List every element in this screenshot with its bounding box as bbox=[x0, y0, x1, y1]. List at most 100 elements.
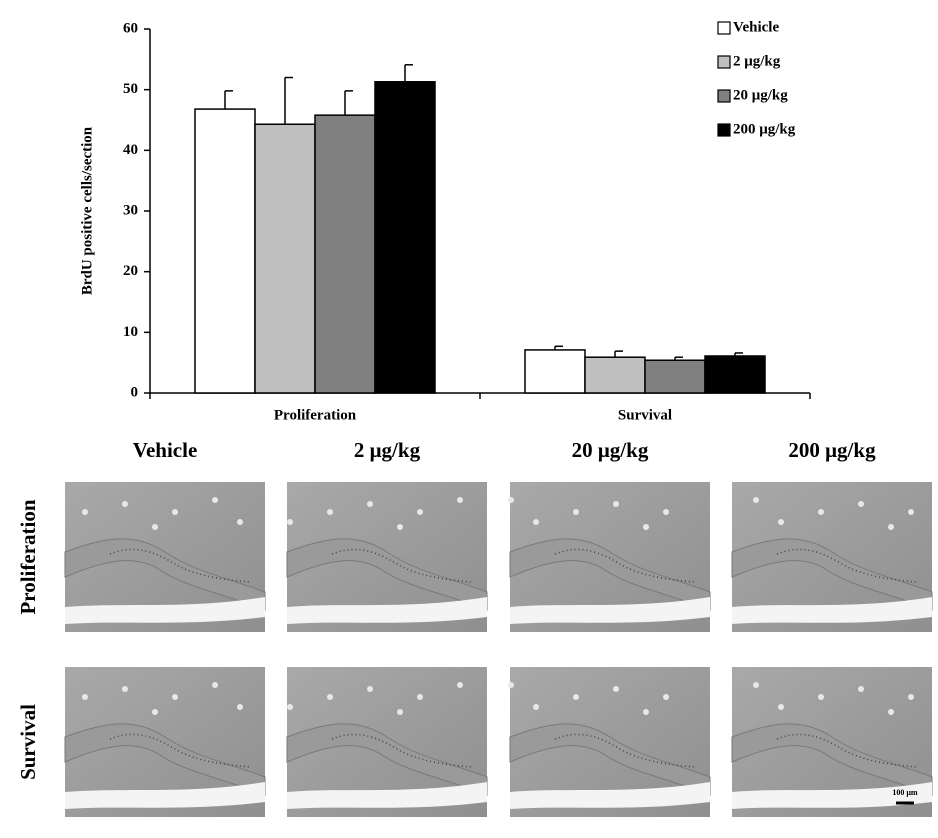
column-label: 2 μg/kg bbox=[354, 438, 421, 462]
bar bbox=[254, 123, 316, 394]
vessel bbox=[778, 519, 784, 525]
column-label: 20 μg/kg bbox=[572, 438, 649, 462]
legend-swatch bbox=[717, 55, 731, 69]
vessel bbox=[888, 709, 894, 715]
bar bbox=[194, 108, 256, 394]
legend-label: 20 μg/kg bbox=[733, 87, 788, 103]
y-tick-label: 60 bbox=[123, 20, 138, 36]
legend-label: 2 μg/kg bbox=[733, 53, 781, 69]
row-label: Proliferation bbox=[16, 499, 40, 614]
ventricle bbox=[510, 782, 710, 809]
vessel bbox=[888, 524, 894, 530]
vessel bbox=[172, 694, 178, 700]
ventricle bbox=[65, 597, 265, 624]
vessel bbox=[858, 501, 864, 507]
vessel bbox=[152, 709, 158, 715]
cell-band bbox=[331, 548, 473, 583]
vessel bbox=[82, 509, 88, 515]
vessel bbox=[212, 682, 218, 688]
cell-band bbox=[109, 733, 251, 768]
vessel bbox=[287, 704, 293, 710]
y-tick-label: 0 bbox=[131, 384, 139, 400]
vessel bbox=[663, 694, 669, 700]
ventricle bbox=[287, 597, 487, 624]
micrograph bbox=[731, 482, 933, 632]
vessel bbox=[397, 709, 403, 715]
micrograph bbox=[731, 667, 933, 817]
vessel bbox=[533, 519, 539, 525]
vessel bbox=[818, 509, 824, 515]
bar bbox=[704, 355, 766, 394]
legend-label: 200 μg/kg bbox=[733, 121, 796, 137]
row-label: Survival bbox=[16, 704, 40, 780]
vessel bbox=[122, 501, 128, 507]
vessel bbox=[237, 519, 243, 525]
micrograph bbox=[286, 482, 488, 632]
legend-swatch bbox=[717, 89, 731, 103]
bar bbox=[644, 359, 706, 394]
cell-band bbox=[776, 733, 918, 768]
cell-band bbox=[554, 548, 696, 583]
y-tick-label: 30 bbox=[123, 202, 138, 218]
vessel bbox=[643, 709, 649, 715]
vessel bbox=[327, 509, 333, 515]
vessel bbox=[818, 694, 824, 700]
legend-label: Vehicle bbox=[733, 19, 779, 35]
cell-band bbox=[776, 548, 918, 583]
vessel bbox=[212, 497, 218, 503]
vessel bbox=[397, 524, 403, 530]
vessel bbox=[367, 501, 373, 507]
cell-band bbox=[109, 548, 251, 583]
vessel bbox=[457, 497, 463, 503]
column-label: Vehicle bbox=[133, 438, 198, 462]
scale-bar-label: 100 μm bbox=[892, 788, 918, 797]
vessel bbox=[417, 509, 423, 515]
legend-swatch bbox=[717, 21, 731, 35]
x-tick-label: Survival bbox=[618, 407, 672, 423]
micrograph bbox=[508, 482, 711, 632]
legend-swatch bbox=[717, 123, 731, 137]
vessel bbox=[908, 509, 914, 515]
y-tick-label: 50 bbox=[123, 81, 138, 97]
cell-band bbox=[331, 733, 473, 768]
vessel bbox=[457, 682, 463, 688]
vessel bbox=[643, 524, 649, 530]
vessel bbox=[908, 694, 914, 700]
vessel bbox=[573, 694, 579, 700]
ventricle bbox=[510, 597, 710, 624]
micrograph bbox=[508, 667, 711, 817]
vessel bbox=[573, 509, 579, 515]
vessel bbox=[508, 497, 514, 503]
bar bbox=[524, 349, 586, 394]
vessel bbox=[152, 524, 158, 530]
cell-band bbox=[554, 733, 696, 768]
vessel bbox=[858, 686, 864, 692]
y-tick-label: 10 bbox=[123, 324, 138, 340]
vessel bbox=[753, 682, 759, 688]
bar bbox=[584, 356, 646, 394]
vessel bbox=[778, 704, 784, 710]
vessel bbox=[172, 509, 178, 515]
vessel bbox=[753, 497, 759, 503]
bar bbox=[314, 114, 376, 394]
micrograph bbox=[64, 482, 266, 632]
y-axis-label: BrdU positive cells/section bbox=[79, 126, 95, 295]
ventricle bbox=[732, 597, 932, 624]
vessel bbox=[613, 686, 619, 692]
vessel bbox=[287, 519, 293, 525]
ventricle bbox=[287, 782, 487, 809]
vessel bbox=[508, 682, 514, 688]
vessel bbox=[663, 509, 669, 515]
vessel bbox=[613, 501, 619, 507]
y-tick-label: 20 bbox=[123, 263, 138, 279]
vessel bbox=[327, 694, 333, 700]
vessel bbox=[122, 686, 128, 692]
ventricle bbox=[65, 782, 265, 809]
x-tick-label: Proliferation bbox=[274, 407, 357, 423]
vessel bbox=[367, 686, 373, 692]
vessel bbox=[82, 694, 88, 700]
vessel bbox=[417, 694, 423, 700]
vessel bbox=[533, 704, 539, 710]
